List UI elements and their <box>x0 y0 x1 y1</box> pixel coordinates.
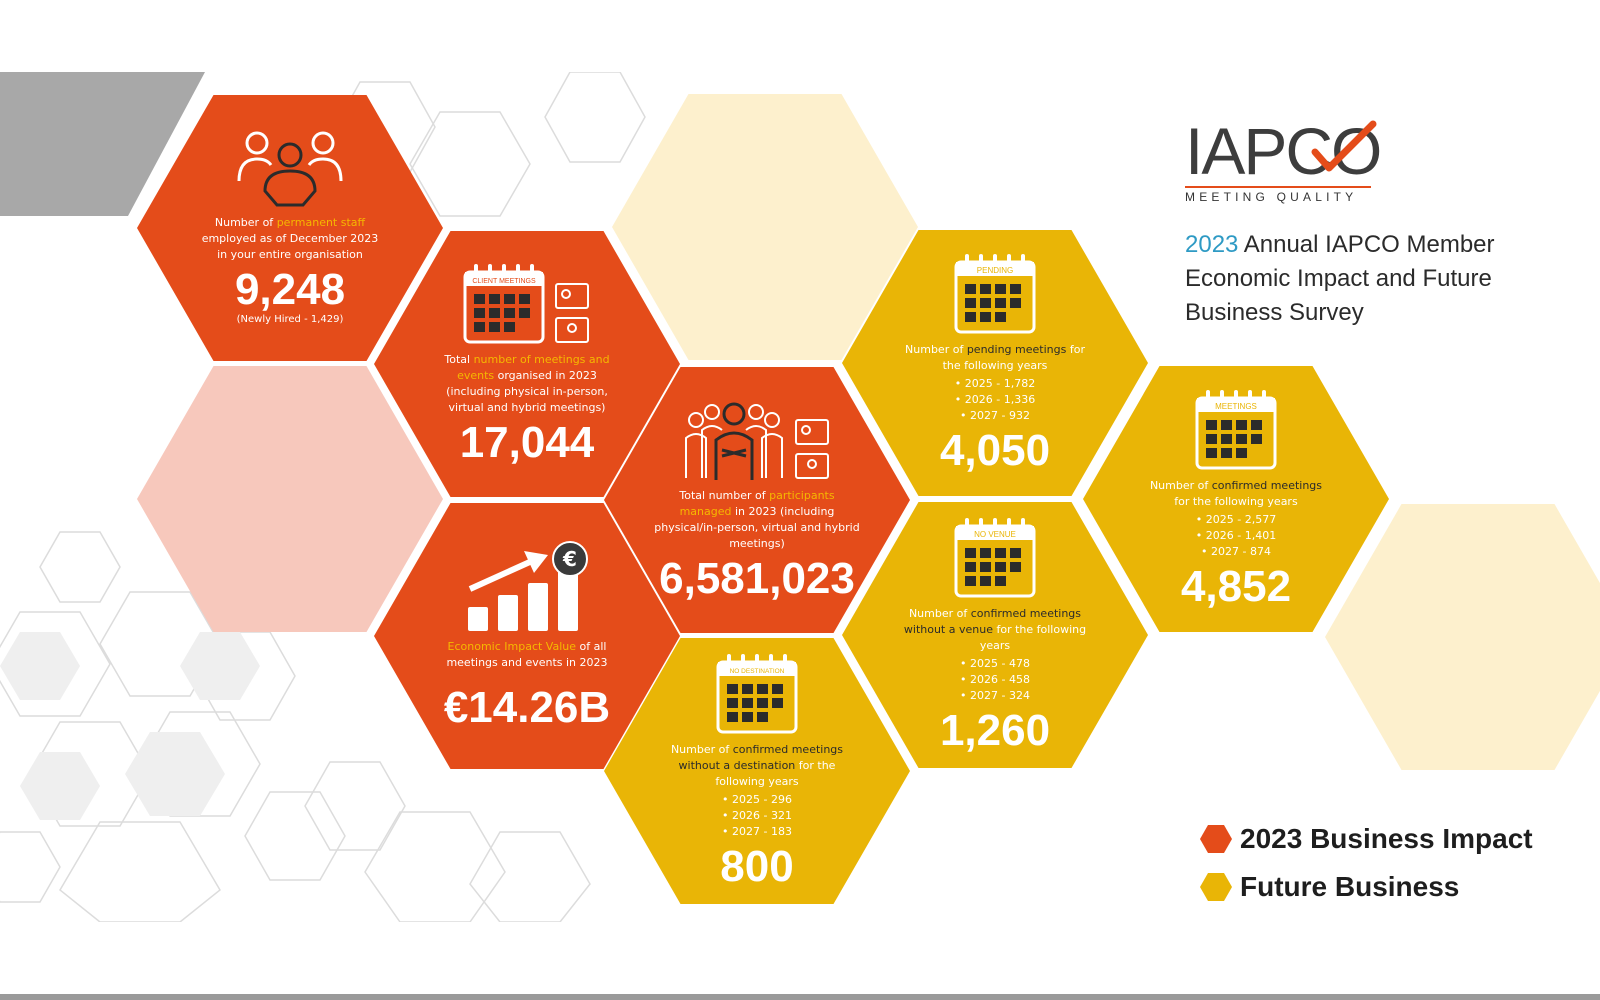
no-destination-year-list: 2025 - 296 2026 - 321 2027 - 183 <box>722 792 792 840</box>
list-item: 2027 - 874 <box>1196 544 1276 560</box>
list-item: 2026 - 321 <box>722 808 792 824</box>
economic-value: €14.26B <box>443 683 611 732</box>
meetings-calendar-icon: MEETINGS <box>1195 390 1277 470</box>
economic-description: Economic Impact Value of all meetings an… <box>446 640 608 669</box>
legend-item-impact: 2023 Business Impact <box>1200 823 1533 855</box>
calendar-label: NO DESTINATION <box>730 668 785 675</box>
no-destination-value: 800 <box>720 842 794 891</box>
no-venue-value: 1,260 <box>939 706 1051 755</box>
participants-icon <box>685 402 783 480</box>
no-venue-year-list: 2025 - 478 2026 - 458 2027 - 324 <box>960 656 1030 704</box>
pending-calendar-icon: PENDING <box>954 254 1036 334</box>
grey-corner-shape <box>0 72 205 216</box>
list-item: 2025 - 1,782 <box>955 376 1035 392</box>
survey-title-text: Annual IAPCO Member Economic Impact and … <box>1185 231 1495 326</box>
calendar-label: NO VENUE <box>974 530 1016 539</box>
iapco-logo: IAPCO MEETING QUALITY <box>1185 118 1385 204</box>
survey-title: 2023 Annual IAPCO Member Economic Impact… <box>1185 228 1545 330</box>
no-destination-description: Number of confirmed meetings without a d… <box>670 743 844 788</box>
pending-year-list: 2025 - 1,782 2026 - 1,336 2027 - 932 <box>955 376 1035 424</box>
legend-hex-future-icon <box>1200 873 1232 901</box>
calendar-label: CLIENT MEETINGS <box>472 278 536 285</box>
decorative-hex-cream-right <box>1325 504 1600 770</box>
list-item: 2027 - 932 <box>955 408 1035 424</box>
logo-subtitle: MEETING QUALITY <box>1185 186 1371 204</box>
legend-item-future: Future Business <box>1200 871 1459 903</box>
list-item: 2026 - 458 <box>960 672 1030 688</box>
staff-value: 9,248 <box>234 265 346 314</box>
client-meetings-calendar-icon: CLIENT MEETINGS <box>463 264 545 344</box>
hex-pending-meetings: PENDING Number of pending meetings for t… <box>842 230 1148 496</box>
euro-symbol: € <box>562 547 577 571</box>
participants-value: 6,581,023 <box>659 554 855 603</box>
list-item: 2027 - 183 <box>722 824 792 840</box>
virtual-meeting-icon <box>795 419 829 479</box>
checkmark-icon <box>1311 120 1377 172</box>
staff-note: (Newly Hired - 1,429) <box>236 314 344 325</box>
list-item: 2025 - 478 <box>960 656 1030 672</box>
legend-hex-impact-icon <box>1200 825 1232 853</box>
participants-description: Total number of participants managed in … <box>654 489 860 550</box>
no-venue-calendar-icon: NO VENUE <box>954 518 1036 598</box>
no-destination-calendar-icon: NO DESTINATION <box>716 654 798 734</box>
list-item: 2026 - 1,336 <box>955 392 1035 408</box>
pending-description: Number of pending meetings for the follo… <box>905 343 1085 372</box>
meetings-value: 17,044 <box>459 418 595 467</box>
footer-divider <box>0 994 1600 1000</box>
no-venue-description: Number of confirmed meetings without a v… <box>903 607 1087 652</box>
legend-label-impact: 2023 Business Impact <box>1240 823 1533 854</box>
list-item: 2026 - 1,401 <box>1196 528 1276 544</box>
calendar-label: PENDING <box>977 266 1013 275</box>
confirmed-description: Number of confirmed meetings for the fol… <box>1149 479 1323 508</box>
list-item: 2025 - 296 <box>722 792 792 808</box>
survey-year: 2023 <box>1185 231 1239 258</box>
hex-confirmed-meetings: MEETINGS Number of confirmed meetings fo… <box>1083 366 1389 632</box>
pending-value: 4,050 <box>939 426 1051 475</box>
growth-chart-icon: € <box>468 541 588 631</box>
staff-description: Number of permanent staff employed as of… <box>201 216 379 261</box>
virtual-meeting-icon <box>555 283 589 343</box>
confirmed-year-list: 2025 - 2,577 2026 - 1,401 2027 - 874 <box>1196 512 1276 560</box>
background-hex-pattern <box>0 72 646 922</box>
team-icon <box>237 131 343 207</box>
hex-meetings-events: CLIENT MEETINGS Total number of meeting <box>374 231 680 497</box>
list-item: 2025 - 2,577 <box>1196 512 1276 528</box>
list-item: 2027 - 324 <box>960 688 1030 704</box>
calendar-label: MEETINGS <box>1215 402 1257 411</box>
confirmed-value: 4,852 <box>1180 562 1292 611</box>
legend-label-future: Future Business <box>1240 871 1460 902</box>
meetings-description: Total number of meetings and events orga… <box>444 353 610 414</box>
